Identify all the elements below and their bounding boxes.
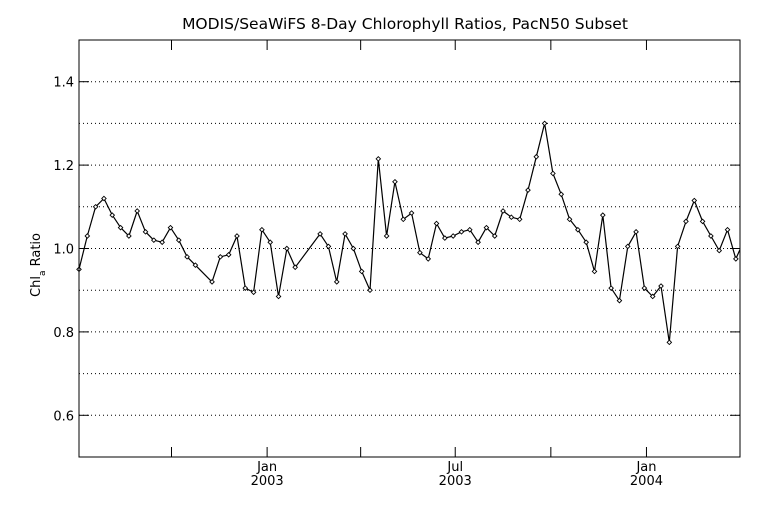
data-point: [408, 210, 415, 216]
data-point: [134, 208, 141, 214]
data-point: [325, 243, 332, 250]
data-point: [608, 285, 614, 291]
data-point: [392, 178, 398, 185]
data-point: [117, 224, 124, 231]
x-tick-label-month: Jan: [635, 460, 656, 475]
y-axis-label-main: Chl: [29, 276, 44, 297]
data-point: [525, 187, 531, 193]
y-tick-label: 0.6: [53, 409, 74, 424]
data-point: [317, 231, 323, 237]
data-point: [109, 212, 116, 218]
data-point: [126, 233, 132, 239]
data-point: [234, 233, 240, 239]
data-point: [483, 224, 490, 231]
data-point: [259, 226, 265, 233]
data-point: [150, 237, 157, 243]
y-axis-label: Chla Ratio: [29, 233, 48, 297]
data-point: [633, 228, 639, 235]
data-point: [175, 237, 182, 243]
data-point: [724, 226, 731, 233]
data-point: [683, 218, 689, 225]
data-point: [159, 239, 165, 246]
y-axis-label-suffix: Ratio: [29, 233, 44, 271]
data-point: [292, 264, 299, 271]
y-tick-label: 0.8: [53, 326, 74, 341]
data-point: [450, 233, 456, 239]
x-tick-label-year: 2003: [251, 474, 284, 489]
data-point: [566, 216, 573, 223]
data-point: [333, 279, 340, 285]
data-point: [641, 285, 648, 291]
data-point: [92, 203, 99, 210]
data-point: [716, 247, 723, 254]
plot-frame: [78, 39, 741, 458]
data-point: [400, 216, 407, 223]
data-point: [101, 195, 107, 202]
data-point: [284, 245, 290, 252]
data-point: [375, 156, 382, 162]
data-point: [475, 239, 481, 246]
data-point: [192, 262, 199, 269]
x-tick-label-year: 2003: [439, 474, 472, 489]
data-point: [433, 220, 440, 227]
data-point: [167, 224, 174, 231]
x-tick-label-month: Jan: [256, 460, 277, 475]
data-point: [541, 120, 548, 127]
data-point: [674, 243, 681, 250]
data-point: [583, 239, 590, 246]
y-tick-label: 1.2: [53, 159, 74, 174]
data-point: [558, 191, 565, 198]
data-point: [217, 254, 224, 260]
data-point: [358, 268, 365, 275]
data-point: [250, 289, 257, 296]
y-axis-label-subscript: a: [38, 271, 48, 277]
data-point: [599, 212, 606, 218]
data-point: [225, 251, 232, 258]
grid-lines: [79, 81, 740, 416]
data-point: [500, 208, 506, 214]
data-point: [691, 197, 698, 204]
data-point: [267, 239, 274, 246]
data-point: [350, 245, 357, 252]
data-point: [84, 233, 91, 239]
data-point: [209, 279, 215, 285]
data-point: [666, 339, 673, 346]
data-point: [508, 214, 515, 221]
data-point: [425, 256, 432, 262]
data-point: [466, 226, 473, 233]
y-tick-label: 1.4: [53, 76, 74, 91]
data-series: [76, 120, 741, 346]
series-line: [78, 122, 741, 343]
data-point: [699, 218, 706, 225]
data-point: [733, 256, 739, 262]
data-point: [458, 228, 465, 235]
data-point: [275, 293, 282, 300]
data-point: [142, 228, 149, 235]
data-point: [442, 235, 448, 241]
data-point: [491, 233, 498, 239]
data-point: [533, 153, 540, 160]
data-point: [616, 297, 623, 304]
data-point: [184, 254, 190, 260]
data-point: [649, 293, 656, 300]
x-tick-label-year: 2004: [630, 474, 663, 489]
y-tick-label: 1.0: [53, 243, 74, 258]
data-point: [550, 170, 556, 177]
data-point: [242, 285, 249, 291]
data-point: [658, 283, 664, 289]
data-point: [383, 233, 390, 239]
data-point: [516, 216, 523, 223]
data-point: [367, 287, 373, 294]
data-point: [342, 231, 348, 237]
x-tick-label-month: Jul: [446, 460, 463, 475]
data-point: [591, 268, 598, 275]
data-point: [417, 249, 423, 256]
chart-title: MODIS/SeaWiFS 8-Day Chlorophyll Ratios, …: [182, 15, 628, 33]
data-point: [624, 243, 631, 250]
data-point: [708, 233, 714, 239]
data-point: [575, 226, 581, 233]
